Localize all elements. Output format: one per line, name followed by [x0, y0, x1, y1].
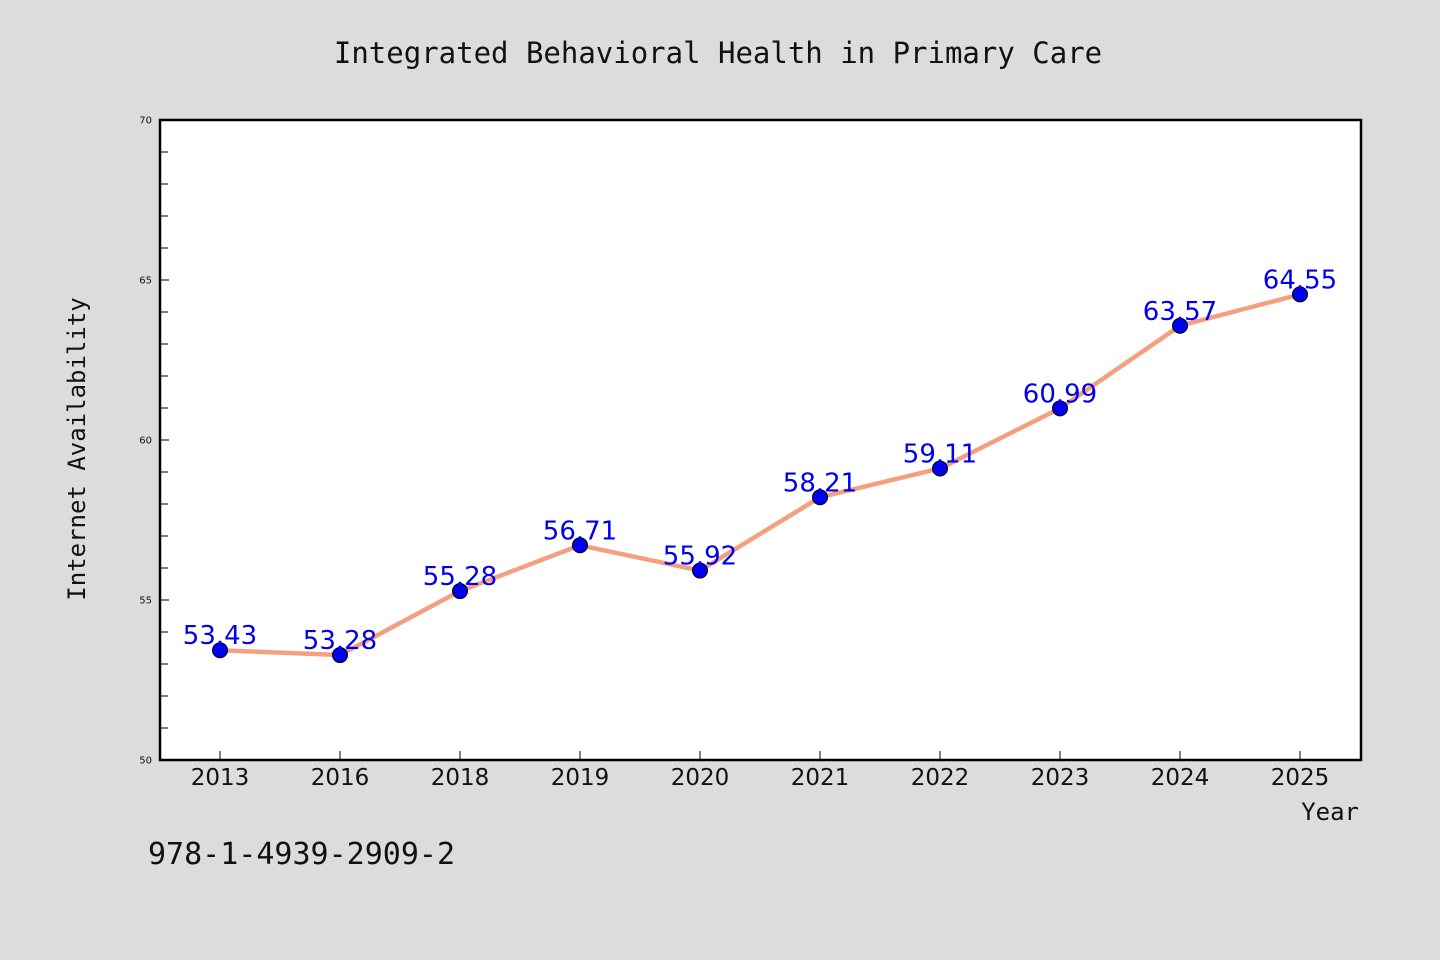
data-point	[1172, 317, 1188, 334]
data-label: 55.92	[663, 542, 737, 572]
data-point	[452, 583, 468, 600]
data-point	[572, 537, 588, 554]
x-tick-label: 2020	[671, 765, 730, 791]
data-point	[1292, 286, 1308, 303]
data-label: 55.28	[423, 562, 497, 592]
y-tick-label: 65	[139, 276, 152, 287]
x-tick-label: 2019	[551, 765, 610, 791]
data-point	[212, 642, 228, 659]
plot-area	[158, 118, 1363, 762]
data-point	[812, 489, 828, 506]
y-tick-label: 50	[139, 756, 152, 767]
y-axis: 50 55 60 65 70	[139, 116, 169, 767]
data-point	[692, 562, 708, 579]
data-point	[1052, 400, 1068, 417]
y-tick-label: 60	[139, 436, 152, 447]
data-label: 53.28	[303, 626, 377, 656]
y-axis-label: Internet Availability	[63, 297, 91, 600]
chart-title: Integrated Behavioral Health in Primary …	[334, 36, 1102, 70]
data-point	[932, 460, 948, 477]
data-point	[332, 647, 348, 664]
x-axis-label: Year	[1301, 798, 1359, 826]
data-label: 59.11	[903, 439, 977, 469]
data-label: 60.99	[1023, 379, 1097, 409]
data-label: 64.55	[1263, 265, 1337, 295]
data-label: 63.57	[1143, 297, 1217, 327]
data-label: 58.21	[783, 468, 857, 498]
x-tick-label: 2024	[1151, 765, 1210, 791]
y-tick-label: 70	[139, 116, 152, 127]
x-tick-label: 2018	[431, 765, 490, 791]
x-tick-label: 2022	[911, 765, 970, 791]
series-markers	[212, 286, 1308, 664]
y-tick-label: 55	[139, 596, 152, 607]
data-label: 56.71	[543, 516, 617, 546]
footer-code: 978-1-4939-2909-2	[148, 837, 455, 872]
data-label: 53.43	[183, 621, 257, 651]
x-tick-label: 2023	[1031, 765, 1090, 791]
x-tick-label: 2025	[1271, 765, 1330, 791]
x-axis: 2013 2016 2018 2019 2020 2021 2022 2023 2024 2025	[191, 751, 1330, 791]
series-line	[217, 292, 1303, 658]
x-tick-label: 2016	[311, 765, 370, 791]
data-labels: 53.43 53.28 55.28 56.71 55.92 58.21 59.11 60.99…	[183, 265, 1337, 656]
x-tick-label: 2021	[791, 765, 850, 791]
x-tick-label: 2013	[191, 765, 250, 791]
